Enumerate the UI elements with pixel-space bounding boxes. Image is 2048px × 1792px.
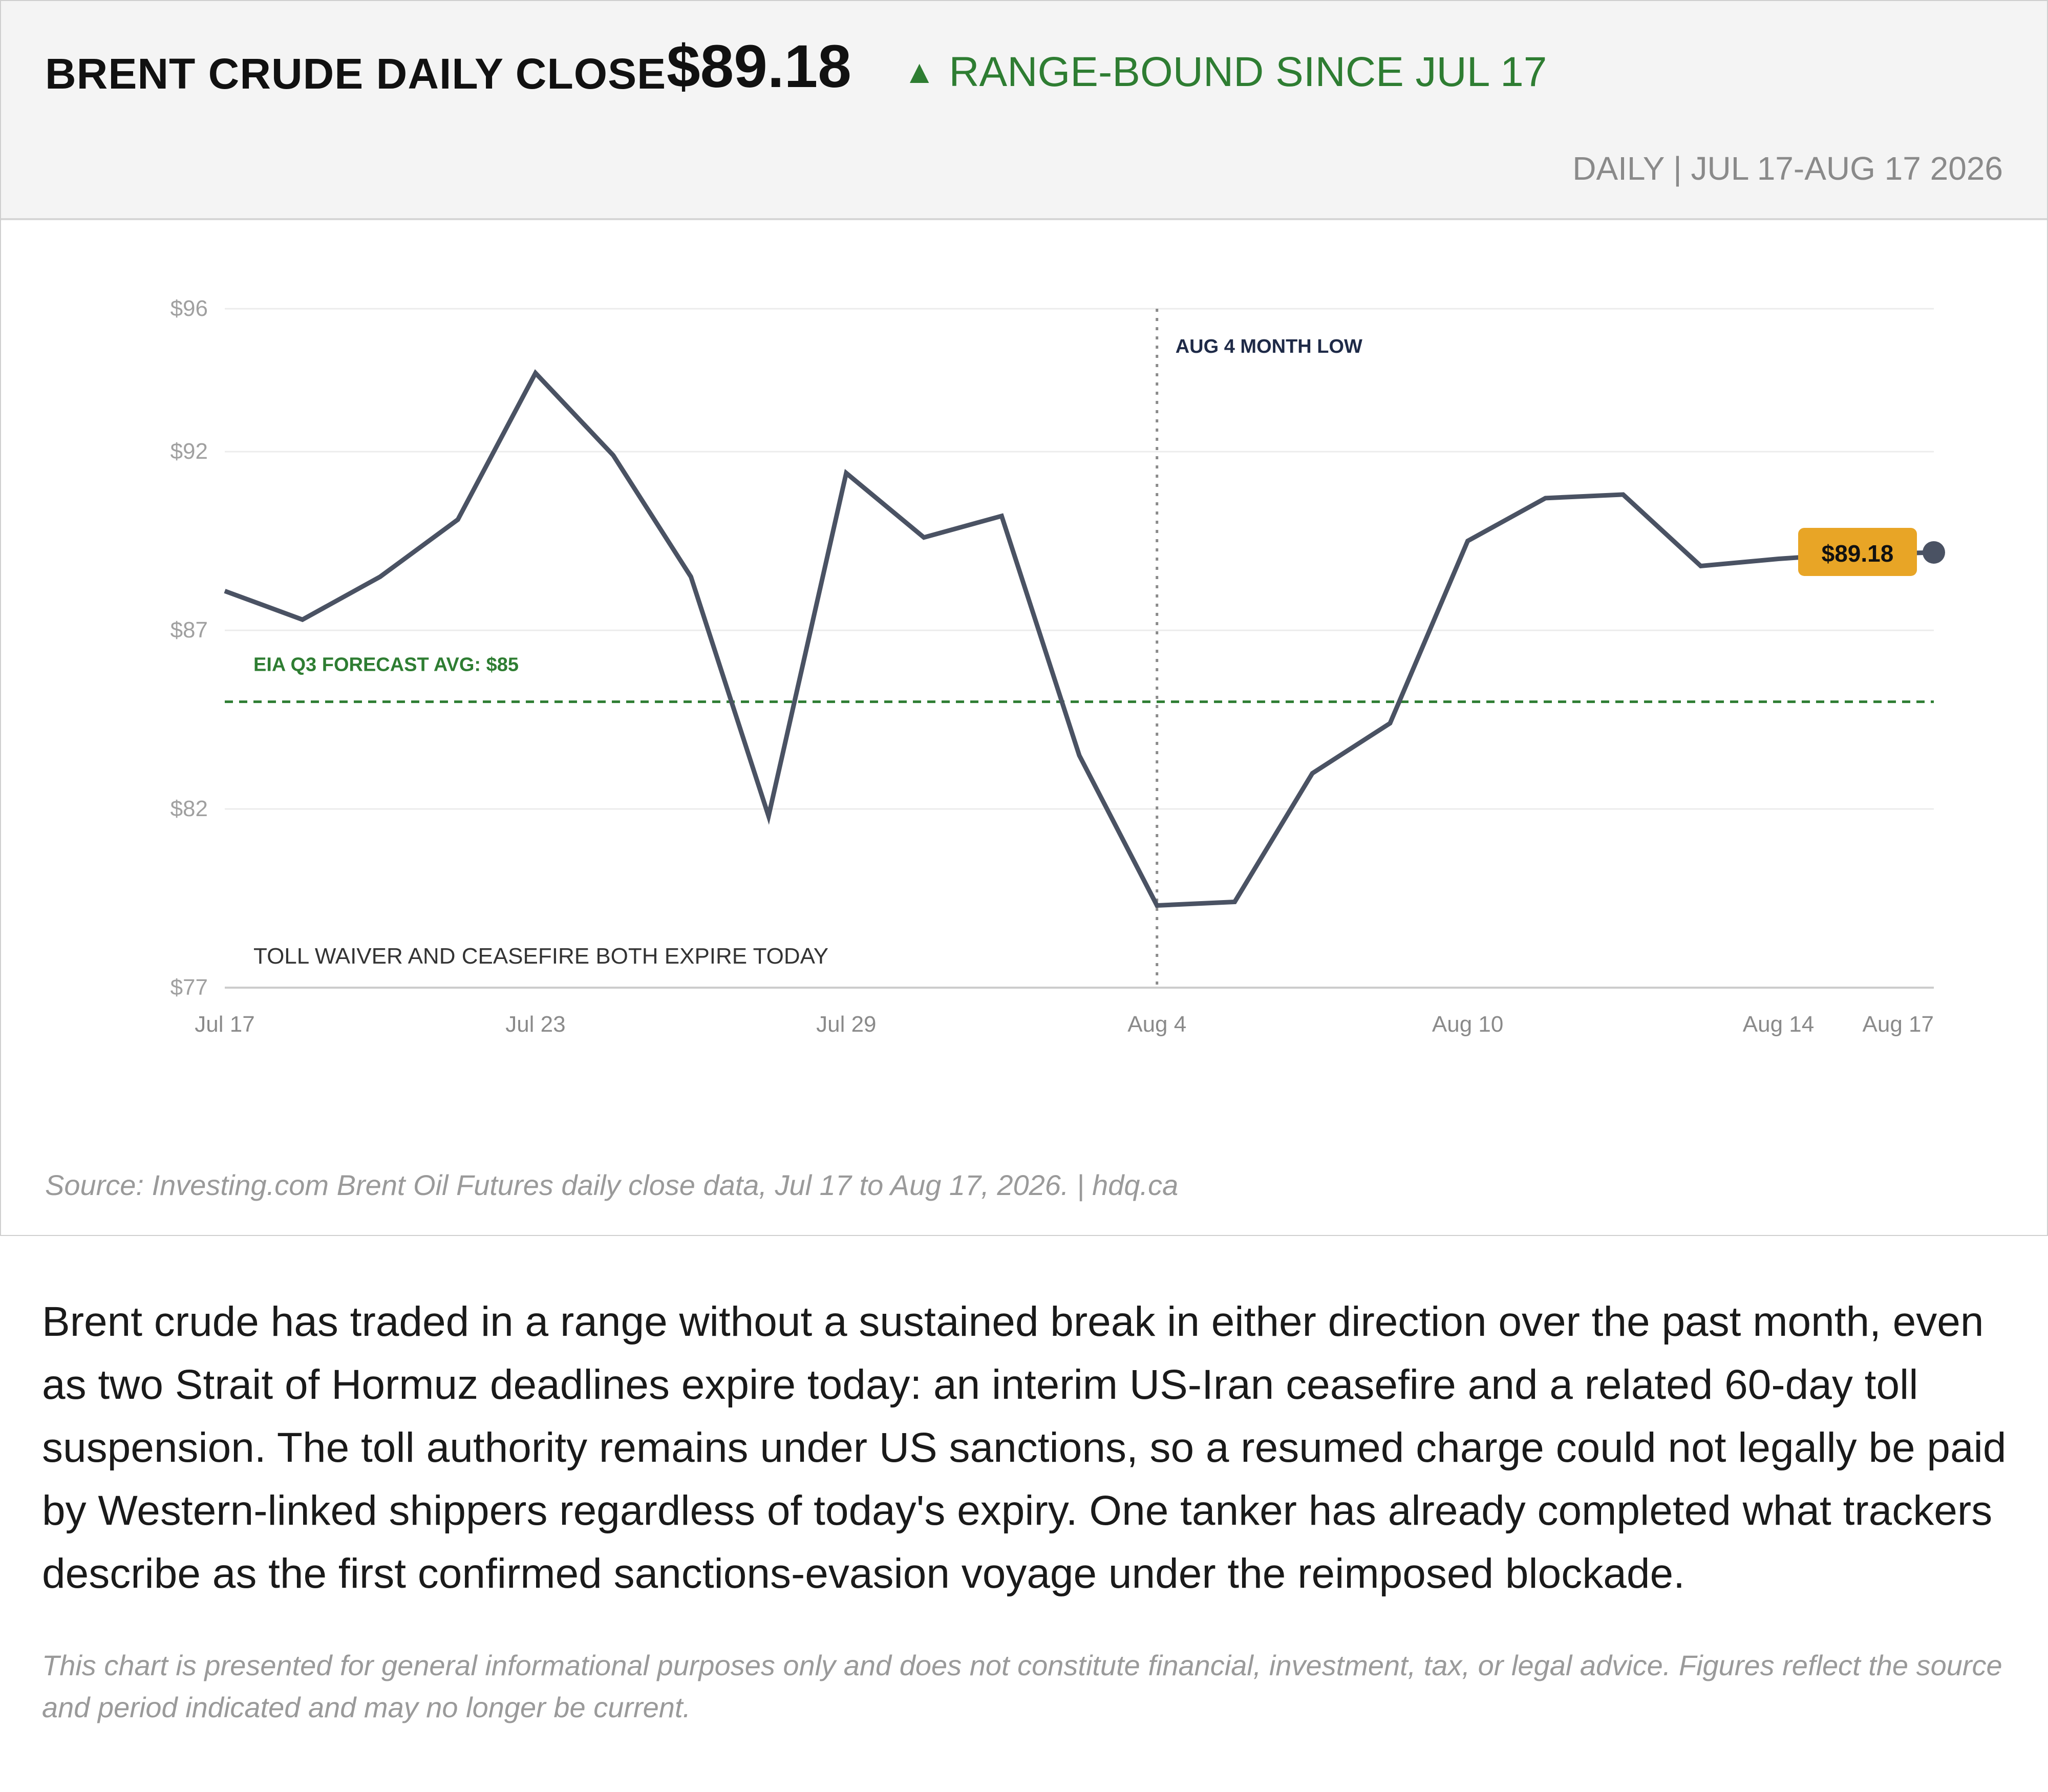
y-tick-label: $82: [170, 796, 208, 821]
price-series-line: [224, 369, 1934, 908]
y-tick-label: $77: [170, 975, 208, 1000]
trend-text: RANGE-BOUND SINCE JUL 17: [949, 49, 1547, 95]
up-triangle-icon: ▲: [903, 53, 936, 90]
x-tick-label: Jul 23: [505, 1012, 565, 1037]
x-tick-label: Aug 10: [1432, 1012, 1503, 1037]
x-tick-label: Aug 17: [1863, 1012, 1934, 1037]
last-close-badge-label: $89.18: [1822, 540, 1894, 567]
x-tick-label: Aug 4: [1127, 1012, 1186, 1037]
disclaimer: This chart is presented for general info…: [42, 1649, 2002, 1723]
current-price: $89.18: [667, 33, 851, 100]
last-close-point: [1923, 541, 1945, 564]
source-note: Source: Investing.com Brent Oil Futures …: [45, 1169, 1179, 1201]
x-tick-label: Jul 29: [816, 1012, 876, 1037]
chart-header: BRENT CRUDE DAILY CLOSE $89.18 ▲ RANGE-BO…: [1, 1, 2047, 220]
trend-status: ▲ RANGE-BOUND SINCE JUL 17: [903, 48, 1547, 96]
period-label: DAILY | JUL 17-AUG 17 2026: [1572, 150, 2003, 187]
x-tick-label: Jul 17: [195, 1012, 254, 1037]
forecast-label: EIA Q3 FORECAST AVG: $85: [253, 654, 519, 676]
chart-title: BRENT CRUDE DAILY CLOSE: [45, 50, 667, 98]
expiry-annotation: TOLL WAIVER AND CEASEFIRE BOTH EXPIRE TO…: [253, 944, 828, 969]
last-close-badge: [1798, 527, 1917, 576]
x-tick-label: Aug 14: [1743, 1012, 1814, 1037]
y-tick-label: $96: [170, 296, 208, 321]
article-body: Brent crude has traded in a range withou…: [42, 1298, 2007, 1597]
month-low-label: AUG 4 MONTH LOW: [1176, 336, 1362, 357]
y-tick-label: $87: [170, 617, 208, 643]
price-chart: $96 $92 $87 $82 $77 Jul 17 Jul 23 Jul 29 Aug 4 Au…: [170, 296, 1945, 1037]
chart-card: BRENT CRUDE DAILY CLOSE $89.18 ▲ RANGE-BO…: [0, 0, 2048, 1236]
y-tick-label: $92: [170, 439, 208, 464]
